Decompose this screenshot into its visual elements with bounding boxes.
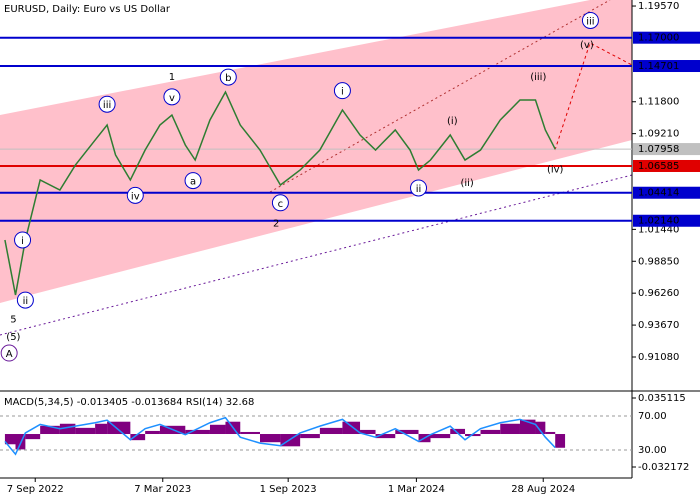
y-tick-label: -0.032172 bbox=[638, 462, 689, 473]
macd-bar bbox=[545, 431, 556, 435]
macd-bar bbox=[480, 429, 501, 435]
x-tick-label: 7 Mar 2023 bbox=[134, 484, 191, 495]
wave-label: (5) bbox=[6, 332, 20, 343]
macd-bar bbox=[259, 434, 281, 443]
wave-label: 5 bbox=[10, 315, 16, 326]
rsi-line bbox=[4, 416, 556, 456]
macd-bar bbox=[130, 434, 146, 441]
wave-label: b bbox=[225, 73, 231, 84]
macd-bar bbox=[375, 434, 396, 439]
y2-tick-label: 30.00 bbox=[638, 445, 667, 456]
macd-bar bbox=[450, 428, 466, 435]
wave-label: i bbox=[341, 87, 344, 98]
wave-marker bbox=[184, 172, 202, 190]
wave-label: iii bbox=[103, 100, 111, 111]
macd-bar bbox=[430, 434, 451, 439]
channel bbox=[0, 0, 632, 303]
wave-marker bbox=[14, 231, 32, 249]
level-label-bg bbox=[633, 60, 700, 73]
y-tick-label: 1.01440 bbox=[638, 224, 679, 235]
macd-bar bbox=[75, 427, 96, 435]
trend-line bbox=[269, 0, 611, 193]
wave-marker bbox=[333, 82, 351, 100]
level-label-bg bbox=[633, 31, 700, 44]
wave-label: v bbox=[169, 93, 175, 104]
wave-label: c bbox=[278, 199, 284, 210]
chart-title: EURUSD, Daily: Euro vs US Dollar bbox=[4, 4, 171, 15]
macd-bar bbox=[59, 423, 76, 435]
wave-label: ii bbox=[416, 184, 422, 195]
level-label-bg bbox=[633, 143, 700, 156]
wave-marker bbox=[271, 194, 289, 212]
y-tick-label: 1.11800 bbox=[638, 97, 679, 108]
macd-bar bbox=[209, 424, 226, 435]
y-tick-label: 1.09210 bbox=[638, 129, 679, 140]
wave-marker bbox=[0, 344, 18, 362]
macd-bar bbox=[25, 434, 41, 440]
level-label: 1.14701 bbox=[638, 61, 679, 72]
level-label: 1.04414 bbox=[638, 188, 679, 199]
level-label-bg bbox=[633, 214, 700, 227]
macd-bar bbox=[535, 421, 546, 435]
macd-bar bbox=[95, 423, 108, 435]
y-tick-label: 0.96260 bbox=[638, 288, 679, 299]
wave-marker bbox=[163, 88, 181, 106]
macd-bar bbox=[319, 427, 343, 435]
wave-label: (iii) bbox=[530, 72, 546, 83]
wave-label: a bbox=[190, 177, 196, 188]
wave-label: i bbox=[21, 236, 24, 247]
wave-label: 1 bbox=[169, 72, 175, 83]
wave-marker bbox=[410, 179, 428, 197]
y-tick-label: 0.93670 bbox=[638, 320, 679, 331]
macd-bar bbox=[342, 421, 361, 435]
wave-marker bbox=[16, 291, 34, 309]
wave-marker bbox=[219, 68, 237, 86]
wave-marker bbox=[126, 186, 144, 204]
macd-bar bbox=[185, 429, 210, 435]
y-tick-label: 1.19570 bbox=[638, 1, 679, 12]
wave-marker bbox=[581, 11, 599, 29]
level-label: 1.17000 bbox=[638, 33, 679, 44]
wave-label: ii bbox=[23, 296, 29, 307]
price-line bbox=[4, 90, 556, 296]
y-tick-label: 0.98850 bbox=[638, 256, 679, 267]
wave-label: (v) bbox=[580, 40, 594, 51]
macd-bar bbox=[360, 429, 376, 435]
macd-bar bbox=[300, 434, 320, 439]
macd-bar bbox=[15, 434, 26, 450]
wave-label: (ii) bbox=[460, 178, 473, 189]
x-tick-label: 28 Aug 2024 bbox=[511, 484, 575, 495]
x-tick-label: 1 Sep 2023 bbox=[260, 484, 317, 495]
level-label: 1.02140 bbox=[638, 216, 679, 227]
y-tick-label: 0.91080 bbox=[638, 352, 679, 363]
wave-marker bbox=[98, 95, 116, 113]
macd-bar bbox=[240, 431, 260, 435]
level-label-bg bbox=[633, 186, 700, 199]
x-tick-label: 7 Sep 2022 bbox=[7, 484, 64, 495]
wave-label: iii bbox=[586, 16, 594, 27]
macd-bar bbox=[40, 425, 60, 435]
y2-tick-label: 70.00 bbox=[638, 411, 667, 422]
indicator-title: MACD(5,34,5) -0.013405 -0.013684 RSI(14)… bbox=[4, 397, 254, 408]
macd-bar bbox=[4, 434, 16, 445]
macd-bar bbox=[145, 430, 160, 435]
level-label-bg bbox=[633, 159, 700, 172]
y-tick-label: 0.035115 bbox=[638, 393, 686, 404]
wave-label: (iv) bbox=[547, 164, 564, 175]
macd-bar bbox=[555, 434, 566, 448]
wave-label: A bbox=[6, 349, 13, 360]
forecast-line bbox=[554, 42, 633, 151]
level-label: 1.07958 bbox=[638, 144, 679, 155]
x-tick-label: 1 Mar 2024 bbox=[388, 484, 445, 495]
wave-label: iv bbox=[131, 191, 140, 202]
wave-label: (i) bbox=[447, 116, 458, 127]
wave-label: 2 bbox=[273, 218, 279, 229]
macd-bar bbox=[500, 423, 520, 435]
level-label: 1.06585 bbox=[638, 161, 679, 172]
macd-bar bbox=[395, 429, 419, 435]
trend-line bbox=[0, 174, 633, 336]
